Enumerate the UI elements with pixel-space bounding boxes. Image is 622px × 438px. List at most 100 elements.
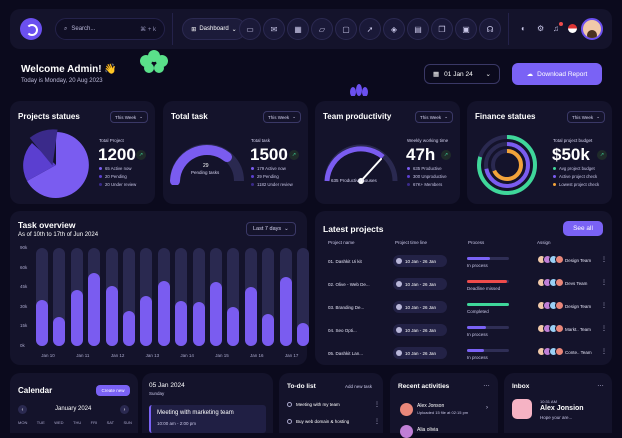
bell-icon[interactable]: ♫ bbox=[553, 24, 559, 33]
table-row[interactable]: 02. Olive - Web De... 10 Jan - 26 Jan Dead… bbox=[325, 276, 607, 298]
table-row[interactable]: 01. Dashkit Ui kit 10 Jan - 26 Jan In proc… bbox=[325, 253, 607, 275]
table-row[interactable]: 05. Dashkit Lan... 10 Jan - 26 Jan In proc… bbox=[325, 345, 607, 367]
more-icon[interactable]: ⋮ bbox=[374, 419, 380, 425]
flag-icon[interactable] bbox=[568, 24, 577, 33]
period-select[interactable]: This Week ⌄ bbox=[567, 111, 605, 123]
checkbox-icon[interactable] bbox=[287, 419, 292, 424]
user-avatar[interactable] bbox=[581, 18, 603, 40]
y-tick-label: 15k bbox=[20, 323, 28, 329]
chat-icon[interactable]: ▭ bbox=[239, 18, 261, 40]
more-icon[interactable]: ⋮ bbox=[374, 402, 380, 408]
bar[interactable] bbox=[123, 311, 135, 346]
more-icon[interactable]: ⋮ bbox=[601, 280, 607, 286]
avatar bbox=[512, 399, 532, 419]
search-input[interactable]: ⌕ Search... ⌘ + k bbox=[55, 18, 165, 40]
progress-bar bbox=[467, 280, 509, 283]
table-row[interactable]: 03. Branding De... 10 Jan - 26 Jan Complet… bbox=[325, 299, 607, 321]
chevron-right-icon[interactable]: › bbox=[120, 405, 129, 414]
legend-item: Active project check bbox=[559, 174, 598, 179]
bar[interactable] bbox=[140, 295, 153, 346]
bar[interactable] bbox=[53, 316, 66, 346]
period-select[interactable]: Last 7 days ⌄ bbox=[246, 222, 296, 236]
bar[interactable] bbox=[105, 286, 118, 346]
process-status: Deadline missed bbox=[467, 286, 501, 291]
card-title: Calendar bbox=[18, 386, 53, 395]
assignee-avatars bbox=[537, 301, 564, 310]
bar[interactable] bbox=[210, 281, 222, 346]
project-name: 04. Seo Opti... bbox=[328, 328, 357, 333]
date-picker-button[interactable]: ▦ 01 Jan 24 ⌄ bbox=[424, 64, 500, 84]
weekday-label: MON bbox=[18, 420, 28, 425]
add-task-link[interactable]: Add new task bbox=[345, 384, 373, 389]
bar[interactable] bbox=[192, 302, 205, 346]
event-item[interactable]: Meeting with marketing team 10:00 am - 2… bbox=[149, 405, 266, 433]
bar[interactable] bbox=[279, 277, 292, 346]
progress-fill bbox=[467, 349, 484, 352]
progress-fill bbox=[467, 257, 491, 260]
progress-bar bbox=[467, 326, 509, 329]
tasks-legend: 179 Active now 29 Pending 1182 Under rev… bbox=[251, 165, 293, 189]
todo-card: To-do list Add new task Meeting with my … bbox=[279, 373, 383, 433]
card-title: Total task bbox=[171, 112, 208, 121]
checkbox-icon[interactable] bbox=[287, 402, 292, 407]
bar[interactable] bbox=[297, 323, 309, 346]
more-icon[interactable]: ⋮ bbox=[601, 349, 607, 355]
gift-icon[interactable]: ▣ bbox=[455, 18, 477, 40]
bar[interactable] bbox=[227, 306, 240, 346]
window-icon[interactable]: ▢ bbox=[335, 18, 357, 40]
pie-slice-pending bbox=[23, 143, 56, 181]
total-task-label: Total task bbox=[251, 138, 271, 143]
layers-icon[interactable]: ◈ bbox=[383, 18, 405, 40]
more-horizontal-icon[interactable]: … bbox=[483, 381, 490, 388]
document-icon[interactable]: ▤ bbox=[407, 18, 429, 40]
app-logo[interactable] bbox=[20, 18, 42, 40]
assignee-avatars bbox=[537, 278, 564, 287]
dashboard-button[interactable]: ⊞ Dashboard ⌄ bbox=[182, 18, 246, 40]
period-select[interactable]: This Week ⌄ bbox=[415, 111, 453, 123]
timeline-text: 10 Jan - 26 Jan bbox=[405, 258, 437, 264]
timeline-badge: 10 Jan - 26 Jan bbox=[393, 347, 447, 359]
todo-item[interactable]: Buy web domain & hosting bbox=[287, 419, 349, 424]
period-select[interactable]: This Week ⌄ bbox=[110, 111, 148, 123]
bar[interactable] bbox=[262, 314, 275, 346]
copy-icon[interactable]: ❐ bbox=[431, 18, 453, 40]
more-icon[interactable]: ⋮ bbox=[601, 326, 607, 332]
gear-icon[interactable]: ⚙ bbox=[537, 24, 545, 33]
bar-track bbox=[175, 248, 188, 346]
bar[interactable] bbox=[244, 287, 257, 346]
todo-item[interactable]: Meeting with my team bbox=[287, 402, 340, 407]
legend-item: 20 Pending bbox=[105, 174, 127, 179]
period-select[interactable]: This Week ⌄ bbox=[263, 111, 301, 123]
progress-fill bbox=[467, 303, 509, 306]
x-tick-label: Jan 17 bbox=[284, 353, 299, 358]
bar[interactable] bbox=[157, 280, 170, 346]
chevron-left-icon[interactable]: ‹ bbox=[18, 405, 27, 414]
more-horizontal-icon[interactable]: … bbox=[597, 381, 604, 388]
bar[interactable] bbox=[36, 300, 48, 346]
progress-fill bbox=[467, 326, 486, 329]
table-row[interactable]: 04. Seo Opti... 10 Jan - 26 Jan In process… bbox=[325, 322, 607, 344]
more-icon[interactable]: ⋮ bbox=[601, 257, 607, 263]
bar-track bbox=[262, 248, 275, 346]
card-title: Inbox bbox=[512, 383, 530, 390]
bar[interactable] bbox=[175, 301, 188, 346]
search-shortcut: ⌘ + k bbox=[140, 26, 156, 33]
more-icon[interactable]: ⋮ bbox=[601, 303, 607, 309]
theme-icon[interactable]: ◐ bbox=[521, 24, 526, 33]
bar[interactable] bbox=[88, 273, 101, 346]
chevron-down-icon: ⌄ bbox=[231, 26, 237, 33]
calendar-icon[interactable]: ▦ bbox=[287, 18, 309, 40]
timeline-text: 10 Jan - 26 Jan bbox=[405, 304, 437, 310]
headset-icon[interactable]: ☊ bbox=[479, 18, 501, 40]
chevron-right-icon[interactable]: › bbox=[486, 405, 488, 411]
bar[interactable] bbox=[70, 290, 83, 346]
folder-icon[interactable]: ▱ bbox=[311, 18, 333, 40]
rocket-icon[interactable]: ➚ bbox=[359, 18, 381, 40]
gauge-label: Pending tasks bbox=[191, 170, 220, 175]
create-new-button[interactable]: Create new bbox=[96, 385, 130, 396]
mail-icon[interactable]: ✉ bbox=[263, 18, 285, 40]
chevron-down-icon: ⌄ bbox=[284, 226, 289, 232]
download-report-button[interactable]: ☁ Download Report bbox=[512, 63, 602, 85]
decorative-leaf-icon bbox=[350, 84, 368, 96]
see-all-button[interactable]: See all bbox=[563, 221, 603, 236]
